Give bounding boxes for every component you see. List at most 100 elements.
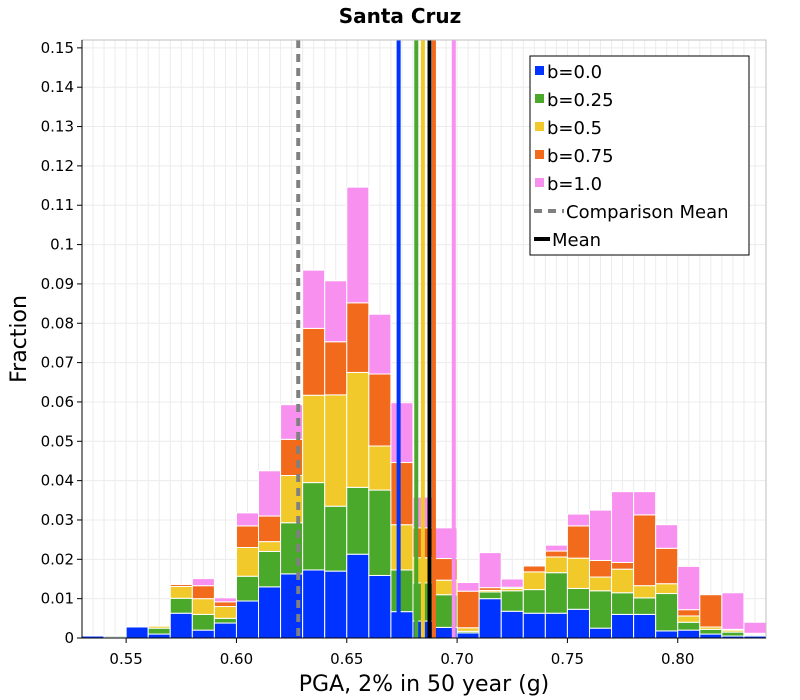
legend: b=0.0 b=0.25 b=0.5 b=0.75 b=1.0 Comparison Me… <box>529 55 750 256</box>
bar-segment-b-0-0-bin-21 <box>544 612 568 639</box>
x-tick-label: 0.60 <box>220 650 253 668</box>
bar-segment-b-0-75-bin-21 <box>544 550 568 558</box>
y-tick-label: 0.11 <box>41 196 74 214</box>
bar-segment-b-0-25-bin-25 <box>633 597 657 615</box>
bar-segment-b-0-25-bin-19 <box>500 590 524 612</box>
bar-segment-b-0-25-bin-8 <box>258 550 282 588</box>
x-axis-label: PGA, 2% in 50 year (g) <box>299 672 550 697</box>
bar-segment-b-1-0-bin-13 <box>368 313 392 375</box>
bar-segment-b-1-0-bin-5 <box>191 578 215 587</box>
bar-segment-b-1-0-bin-27 <box>677 565 701 611</box>
bar-segment-b-0-75-bin-9 <box>280 438 304 477</box>
bar-segment-b-0-0-bin-3 <box>147 633 171 639</box>
bar-segment-b-0-75-bin-5 <box>191 585 215 600</box>
bar-segment-b-0-75-bin-26 <box>655 547 679 585</box>
legend-swatch-b-0-75 <box>535 150 544 159</box>
y-tick-label: 0.04 <box>41 472 74 490</box>
bar-segment-b-0-5-bin-24 <box>611 568 635 594</box>
bar-segment-b-0-5-bin-14 <box>390 524 414 571</box>
bar-segment-b-0-75-bin-11 <box>324 341 348 396</box>
bar-segment-b-0-25-bin-4 <box>169 597 193 614</box>
bar-segment-b-1-0-bin-21 <box>544 544 568 552</box>
bar-segment-b-0-75-bin-14 <box>390 462 414 526</box>
bar-segment-b-0-75-bin-27 <box>677 609 701 617</box>
bar-segment-b-0-0-bin-25 <box>633 613 657 639</box>
bar-segment-b-0-25-bin-18 <box>478 591 502 600</box>
bar-segment-b-0-25-bin-26 <box>655 593 679 632</box>
bar-segment-b-0-0-bin-8 <box>258 586 282 639</box>
bar-segment-b-1-0-bin-12 <box>346 186 370 304</box>
bar-segment-b-0-5-bin-23 <box>588 576 613 592</box>
bar-segment-b-1-0-bin-26 <box>655 524 679 549</box>
y-tick-label: 0.03 <box>41 511 74 529</box>
y-axis-ticks: 0 0.01 0.02 0.03 0.04 0.05 0.06 0.07 0.08 0.09 0.1… <box>41 39 82 647</box>
bar-segment-b-1-0-bin-24 <box>611 491 635 563</box>
bar-segment-b-0-0-bin-20 <box>522 612 546 639</box>
x-tick-label: 0.80 <box>661 650 694 668</box>
bar-segment-b-0-25-bin-3 <box>147 627 171 635</box>
bar-segment-b-0-75-bin-12 <box>346 302 370 373</box>
y-tick-label: 0.07 <box>41 354 74 372</box>
bar-segment-b-0-5-bin-26 <box>655 583 679 595</box>
y-tick-label: 0.12 <box>41 157 74 175</box>
bar-segment-b-1-0-bin-4 <box>169 583 193 585</box>
bar-segment-b-1-0-bin-29 <box>721 592 745 630</box>
bar-segment-b-0-75-bin-20 <box>522 565 546 573</box>
legend-label-b-0-25: b=0.25 <box>547 90 614 111</box>
y-tick-label: 0.08 <box>41 314 74 332</box>
bar-segment-b-0-25-bin-24 <box>611 592 635 615</box>
y-tick-label: 0.09 <box>41 275 74 293</box>
bar-segment-b-0-25-bin-29 <box>721 631 745 637</box>
bar-segment-b-0-0-bin-23 <box>588 627 613 639</box>
legend-swatch-b-0-0 <box>535 66 544 75</box>
y-tick-label: 0.02 <box>41 550 74 568</box>
y-tick-label: 0.15 <box>41 39 74 57</box>
bar-segment-b-0-0-bin-17 <box>456 632 480 639</box>
bar-segment-b-0-25-bin-6 <box>213 617 237 624</box>
bar-segment-b-1-0-bin-23 <box>588 509 613 561</box>
legend-label-mean: Mean <box>552 230 601 251</box>
bar-segment-b-1-0-bin-8 <box>258 470 282 517</box>
bar-segment-b-0-5-bin-22 <box>566 557 590 589</box>
legend-box <box>529 55 750 256</box>
bar-segment-b-0-0-bin-5 <box>191 629 215 639</box>
bar-segment-b-1-0-bin-10 <box>302 269 326 329</box>
bar-segment-b-0-25-bin-1 <box>103 635 127 638</box>
bar-segment-b-0-0-bin-13 <box>368 574 392 639</box>
bar-segment-b-0-5-bin-13 <box>368 445 392 491</box>
bar-segment-b-0-0-bin-28 <box>699 633 723 639</box>
reference-lines <box>296 40 456 638</box>
bar-segment-b-0-75-bin-10 <box>302 327 326 396</box>
bar-segment-b-1-0-bin-19 <box>500 578 524 588</box>
bar-segment-b-0-5-bin-20 <box>522 571 546 591</box>
bar-segment-b-0-0-bin-26 <box>655 630 679 639</box>
y-tick-label: 0.1 <box>50 236 74 254</box>
bar-segment-b-0-75-bin-28 <box>699 594 723 628</box>
bar-segment-b-0-5-bin-3 <box>147 625 171 629</box>
bar-segment-b-0-0-bin-2 <box>125 626 149 639</box>
bar-segment-b-0-5-bin-9 <box>280 475 304 524</box>
bar-segment-b-0-5-bin-6 <box>213 606 237 619</box>
bar-segment-b-0-5-bin-17 <box>456 627 480 632</box>
bar-segment-b-0-0-bin-12 <box>346 553 370 639</box>
y-tick-label: 0 <box>64 629 74 647</box>
bar-segment-b-0-75-bin-25 <box>633 514 657 587</box>
bar-segment-b-0-75-bin-6 <box>213 601 237 608</box>
bar-segment-b-0-0-bin-22 <box>566 608 590 639</box>
bar-segment-b-0-5-bin-5 <box>191 598 215 615</box>
x-tick-label: 0.65 <box>330 650 363 668</box>
bar-segment-b-0-25-bin-10 <box>302 482 326 571</box>
y-tick-label: 0.06 <box>41 393 74 411</box>
bar-segment-b-0-75-bin-17 <box>456 590 480 629</box>
x-axis-ticks: 0.55 0.60 0.65 0.70 0.75 0.80 <box>109 638 694 668</box>
legend-swatch-b-0-25 <box>535 94 544 103</box>
x-tick-label: 0.75 <box>551 650 584 668</box>
x-tick-label: 0.70 <box>440 650 473 668</box>
bar-segment-b-0-5-bin-7 <box>235 547 260 577</box>
y-tick-label: 0.01 <box>41 590 74 608</box>
bar-segment-b-0-0-bin-6 <box>213 622 237 639</box>
bar-segment-b-1-0-bin-11 <box>324 280 348 343</box>
bar-segment-b-0-0-bin-18 <box>478 598 502 639</box>
bar-segment-b-0-0-bin-7 <box>235 600 260 639</box>
